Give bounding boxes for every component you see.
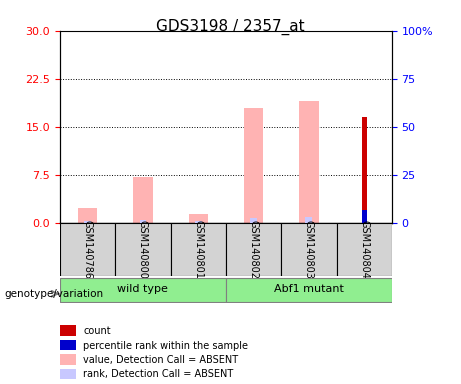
Text: GDS3198 / 2357_at: GDS3198 / 2357_at <box>156 19 305 35</box>
Text: Abf1 mutant: Abf1 mutant <box>274 283 344 294</box>
Bar <box>189 214 208 223</box>
Bar <box>362 210 366 223</box>
FancyBboxPatch shape <box>60 278 226 302</box>
Bar <box>250 218 257 223</box>
FancyBboxPatch shape <box>337 223 392 276</box>
FancyBboxPatch shape <box>281 223 337 276</box>
FancyBboxPatch shape <box>171 223 226 276</box>
Bar <box>244 108 263 223</box>
Text: GSM140801: GSM140801 <box>193 220 203 279</box>
Text: GSM140803: GSM140803 <box>304 220 314 279</box>
Text: GSM140802: GSM140802 <box>248 220 259 279</box>
Text: GSM140786: GSM140786 <box>83 220 93 279</box>
Bar <box>60 326 76 336</box>
Bar <box>60 354 76 365</box>
Bar <box>362 117 366 223</box>
Bar <box>60 340 76 350</box>
Bar <box>78 208 97 223</box>
Text: wild type: wild type <box>118 283 168 294</box>
Bar <box>140 220 146 223</box>
Bar <box>84 221 91 223</box>
FancyBboxPatch shape <box>115 223 171 276</box>
Bar <box>299 101 319 223</box>
FancyBboxPatch shape <box>226 278 392 302</box>
Text: GSM140800: GSM140800 <box>138 220 148 279</box>
Text: rank, Detection Call = ABSENT: rank, Detection Call = ABSENT <box>83 369 234 379</box>
Bar <box>60 369 76 379</box>
Bar <box>133 177 153 223</box>
FancyBboxPatch shape <box>60 223 115 276</box>
Text: GSM140804: GSM140804 <box>359 220 369 279</box>
Bar <box>195 221 201 223</box>
Bar <box>306 217 312 223</box>
FancyBboxPatch shape <box>226 223 281 276</box>
Text: genotype/variation: genotype/variation <box>5 289 104 299</box>
Text: count: count <box>83 326 111 336</box>
Text: value, Detection Call = ABSENT: value, Detection Call = ABSENT <box>83 355 238 365</box>
Text: percentile rank within the sample: percentile rank within the sample <box>83 341 248 351</box>
